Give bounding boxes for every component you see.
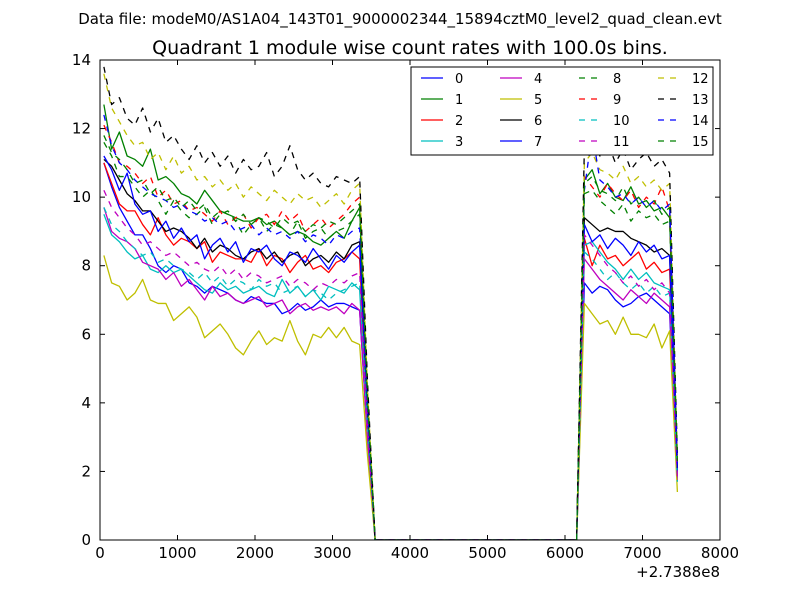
x-tick-label: 4000 (391, 544, 429, 562)
legend-label-12: 12 (692, 72, 709, 87)
x-offset-label: +2.7388e8 (636, 563, 720, 581)
x-tick-label: 2000 (236, 544, 274, 562)
y-tick-label: 6 (81, 325, 91, 343)
legend-label-11: 11 (613, 135, 630, 150)
legend-label-8: 8 (613, 72, 621, 87)
legend-label-7: 7 (534, 135, 542, 150)
legend-label-2: 2 (455, 114, 463, 129)
x-tick-label: 1000 (158, 544, 196, 562)
legend-label-0: 0 (455, 72, 463, 87)
y-tick-label: 2 (81, 462, 91, 480)
y-tick-label: 10 (72, 188, 91, 206)
y-tick-label: 8 (81, 257, 91, 275)
legend-label-6: 6 (534, 114, 542, 129)
legend-label-5: 5 (534, 93, 542, 108)
legend-label-4: 4 (534, 72, 542, 87)
series-line-5 (103, 255, 679, 540)
x-tick-label: 6000 (546, 544, 584, 562)
legend-label-13: 13 (692, 93, 709, 108)
x-tick-label: 0 (95, 544, 105, 562)
series-line-15 (103, 135, 679, 540)
legend-frame (410, 66, 714, 156)
legend-label-14: 14 (692, 114, 709, 129)
x-tick-label: 5000 (468, 544, 506, 562)
series-line-12 (103, 73, 679, 540)
chart-title: Quadrant 1 module wise count rates with … (152, 37, 668, 59)
series-line-10 (103, 207, 679, 540)
figure-suptitle: Data file: modeM0/AS1A04_143T01_90000023… (78, 10, 722, 29)
axis-ticks: 0 1000 2000 3000 4000 5000 6000 7000 80000246810… (72, 51, 739, 562)
x-tick-label: 7000 (623, 544, 661, 562)
y-tick-label: 0 (81, 531, 91, 549)
legend-label-10: 10 (613, 114, 630, 129)
x-tick-label: 8000 (701, 544, 739, 562)
legend-label-1: 1 (455, 93, 463, 108)
legend-label-3: 3 (455, 135, 463, 150)
legend-label-9: 9 (613, 93, 621, 108)
y-tick-label: 12 (72, 120, 91, 138)
legend-label-15: 15 (692, 135, 709, 150)
x-tick-label: 3000 (313, 544, 351, 562)
y-tick-label: 14 (72, 51, 91, 69)
y-tick-label: 4 (81, 394, 91, 412)
plot-area (103, 66, 679, 540)
